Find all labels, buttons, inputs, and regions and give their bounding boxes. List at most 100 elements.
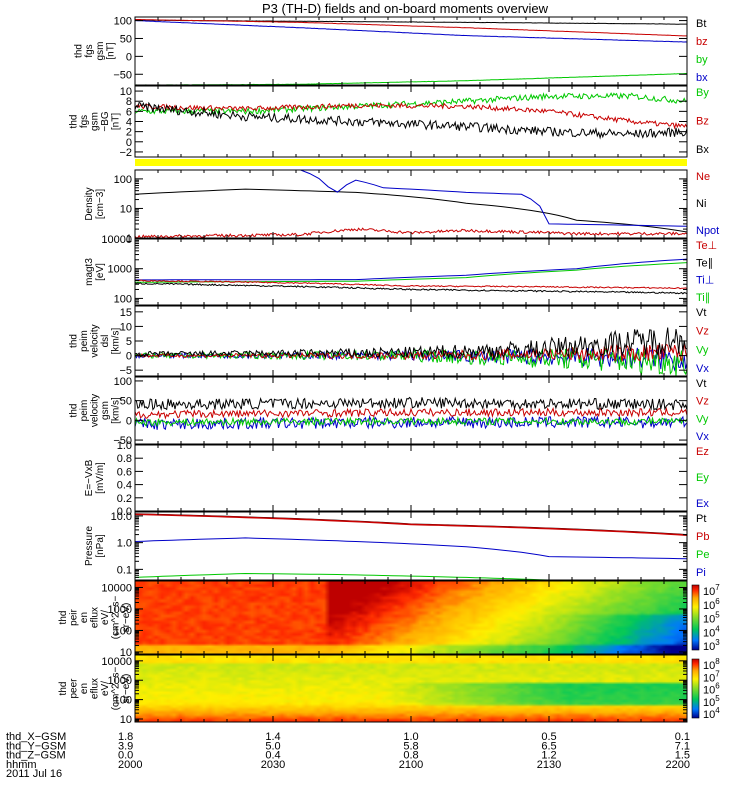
- series-Npot: [300, 170, 687, 227]
- plot-frame: [134, 305, 688, 377]
- footer-value: 1.8: [118, 731, 133, 743]
- legend-Ti⊥: Ti⊥: [696, 275, 714, 287]
- plot-frame: [134, 169, 688, 239]
- y-tick-label: 50: [120, 33, 132, 45]
- y-tick-label: 0: [126, 137, 132, 149]
- y-tick-label: 10: [120, 86, 132, 98]
- series-Vt: [135, 396, 687, 412]
- footer-label: thd_Z−GSM: [6, 750, 66, 762]
- colorbar-label: 103: [703, 638, 720, 653]
- y-tick-label: −5: [119, 365, 132, 377]
- footer-value: 6.5: [541, 740, 556, 752]
- y-tick-label: 10: [120, 647, 132, 659]
- y-tick-label: −2: [119, 147, 132, 159]
- y-tick-label: 2: [126, 127, 132, 139]
- legend-Vz: Vz: [696, 396, 709, 408]
- y-tick-label: 100: [114, 174, 132, 186]
- y-tick-label: −50: [113, 435, 132, 447]
- series-Pb: [135, 513, 687, 536]
- legend-Vx: Vx: [696, 363, 709, 375]
- footer-date: 2011 Jul 16: [6, 768, 62, 780]
- legend-Ni: Ni: [696, 198, 706, 210]
- footer-label: thd_X−GSM: [6, 731, 66, 743]
- legend-bz: bz: [696, 36, 708, 48]
- footer-value: 1.0: [403, 731, 418, 743]
- footer-value: 3.9: [118, 740, 133, 752]
- panel-velocity_e: 15 10 5 0 −5 thdpeimvelocitydsl[km/s] Vt Vz Vy Vx: [69, 305, 709, 377]
- panel-pressure: 10.0 1.0 0.1 Pressure[nPa] Pt Pb Pe Pi: [84, 511, 709, 581]
- y-tick-label: 50: [120, 396, 132, 408]
- y-tick-label: 0.2: [117, 493, 132, 505]
- colorbar: [691, 584, 700, 651]
- footer-value: 1.4: [265, 731, 280, 743]
- y-tick-label: 10: [120, 203, 132, 215]
- legend-Te⊥: Te⊥: [696, 240, 717, 252]
- colorbar-label: 105: [703, 694, 720, 709]
- spectrogram-image: [135, 655, 687, 722]
- footer-value: 2130: [537, 759, 561, 771]
- y-tick-label: 10000: [101, 656, 132, 668]
- y-tick-label: 1.0: [117, 440, 132, 452]
- y-tick-label: 100: [114, 293, 132, 305]
- footer-value: 7.1: [675, 740, 690, 752]
- colorbar-label: 105: [703, 611, 720, 626]
- y-axis-label: thdpeerenefluxeV/(cm^2−s−sr−eV): [58, 667, 132, 711]
- y-tick-label: 0.6: [117, 466, 132, 478]
- panel-fgs: 100 50 0 −50 thdfgsgsm[nT] Bt bz by bx: [74, 16, 708, 86]
- y-tick-label: 10: [120, 714, 132, 726]
- colorbar-label: 104: [703, 624, 720, 639]
- y-tick-label: 1000: [108, 604, 132, 616]
- series-Bx: [135, 101, 687, 140]
- colorbar: [691, 658, 700, 719]
- plot-frame: [134, 238, 688, 306]
- footer: thd_X−GSM 1.8 1.4 1.0 0.5 0.1 thd_Y−GSM 3.9 5.0 5…: [6, 731, 690, 780]
- y-tick-label: 0.0: [117, 506, 132, 518]
- colorbar-label: 106: [703, 682, 720, 697]
- series-group: [135, 396, 687, 431]
- y-axis-label: thdfgsgsm−BG[nT]: [69, 111, 122, 132]
- y-tick-label: 10000: [101, 582, 132, 594]
- y-tick-label: −50: [113, 69, 132, 81]
- figure-title: P3 (TH-D) fields and on-board moments ov…: [262, 1, 549, 16]
- legend-Vz: Vz: [696, 326, 709, 338]
- legend-Vt: Vt: [696, 378, 706, 390]
- footer-value: 2030: [261, 759, 285, 771]
- legend-Pi: Pi: [696, 567, 706, 579]
- legend-Te∥: Te∥: [696, 257, 713, 269]
- panel-efield: 1.00.80.6 0.40.20.0 E=−VxB[mV/m] Ez Ey Ex: [84, 440, 709, 518]
- y-tick-label: 10.0: [111, 511, 132, 523]
- footer-value: 0.0: [118, 750, 133, 762]
- y-tick-label: 0: [126, 51, 132, 63]
- y-tick-label: 100: [114, 376, 132, 388]
- series-Pi: [135, 537, 687, 560]
- y-axis-label: magt3[eV]: [84, 258, 106, 286]
- plot-frame: [134, 85, 688, 158]
- colorbar-label: 106: [703, 597, 720, 612]
- y-tick-label: 1: [126, 233, 132, 245]
- legend-Ez: Ez: [696, 446, 709, 458]
- series-Vt: [135, 327, 687, 361]
- series-By: [135, 92, 687, 116]
- y-tick-label: 0.8: [117, 453, 132, 465]
- series-group: [135, 170, 687, 238]
- footer-value: 2200: [666, 759, 690, 771]
- flag-bar: [135, 159, 687, 166]
- footer-value: 5.0: [265, 740, 280, 752]
- y-axis-label: Density[cm−3]: [84, 187, 106, 220]
- footer-label: thd_Y−GSM: [6, 740, 66, 752]
- y-tick-label: 0.1: [117, 564, 132, 576]
- y-tick-label: 1000: [108, 675, 132, 687]
- y-tick-label: 1000: [108, 264, 132, 276]
- y-tick-label: 100: [114, 625, 132, 637]
- colorbar-label: 107: [703, 669, 720, 684]
- y-tick-label: 1.0: [117, 538, 132, 550]
- series-group: [135, 92, 687, 140]
- series-group: [135, 513, 687, 580]
- series-bz: [135, 19, 687, 37]
- y-tick-label: 0.4: [117, 480, 132, 492]
- y-tick-label: 10000: [101, 234, 132, 246]
- plot-frame: [134, 16, 688, 86]
